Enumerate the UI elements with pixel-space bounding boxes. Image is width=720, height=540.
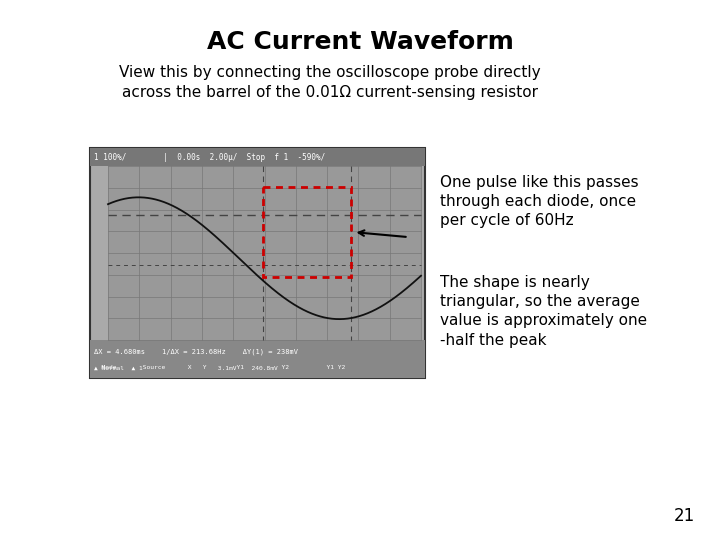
Bar	[90, 340, 425, 378]
Text: 1 100%/        |  0.00s  2.00µ/  Stop  f 1  -590%/: 1 100%/ | 0.00s 2.00µ/ Stop f 1 -590%/	[94, 152, 325, 161]
Text: The shape is nearly
triangular, so the average
value is approximately one
-half : The shape is nearly triangular, so the a…	[440, 275, 647, 348]
Text: AC Current Waveform: AC Current Waveform	[207, 30, 513, 54]
Text: One pulse like this passes
through each diode, once
per cycle of 60Hz: One pulse like this passes through each …	[440, 175, 639, 228]
Bar	[90, 148, 425, 166]
Text: ▲ Normal  ▲ 1                    3.1mV    240.8mV: ▲ Normal ▲ 1 3.1mV 240.8mV	[94, 366, 278, 371]
Bar	[108, 166, 421, 340]
Text: Mode       Source      X   Y        Y1          Y2          Y1 Y2: Mode Source X Y Y1 Y2 Y1 Y2	[94, 365, 346, 370]
Text: 21: 21	[674, 507, 695, 525]
Text: ΔX = 4.680ms    1/ΔX = 213.68Hz    ΔY(1) = 238mV: ΔX = 4.680ms 1/ΔX = 213.68Hz ΔY(1) = 238…	[94, 348, 298, 355]
Text: View this by connecting the oscilloscope probe directly
across the barrel of the: View this by connecting the oscilloscope…	[120, 65, 541, 100]
Bar	[90, 148, 425, 378]
Bar	[263, 187, 351, 278]
